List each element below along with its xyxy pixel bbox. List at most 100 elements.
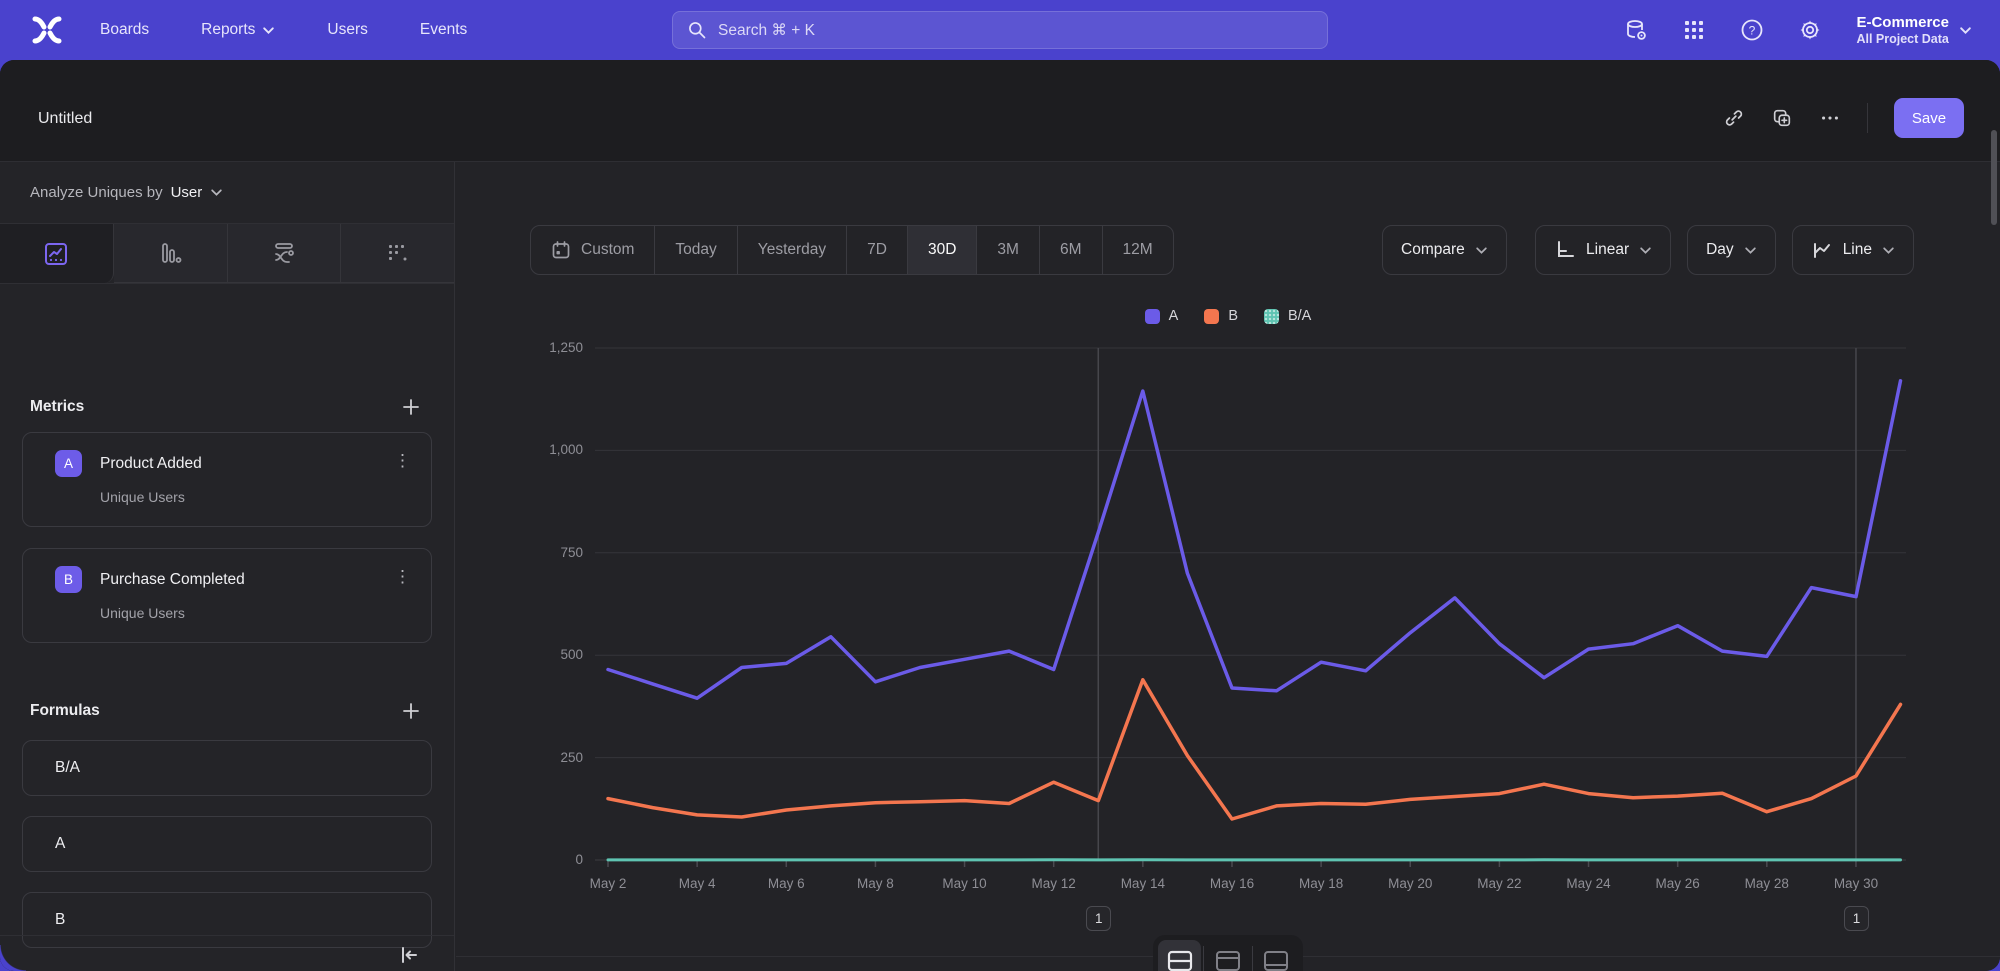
chart-type-selector[interactable]: Line [1791,225,1914,275]
y-axis-label: 750 [560,544,583,560]
add-formula-button[interactable] [402,702,420,720]
date-range-7d[interactable]: 7D [847,226,908,274]
chart-panel: Custom Today Yesterday 7D 30D 3M 6M 12M Compare… [456,162,2000,971]
date-range-3m[interactable]: 3M [977,226,1040,274]
x-axis-label: May 8 [857,876,894,891]
analyze-label: Analyze Uniques by [30,184,163,201]
report-shell: Untitled Save Analyze Uniques by User [0,60,2000,971]
view-split-button[interactable] [1158,940,1202,971]
tab-flows[interactable] [227,224,342,283]
nav-item-events[interactable]: Events [419,21,468,38]
chevron-down-icon [1744,246,1756,254]
duplicate-icon[interactable] [1771,107,1793,129]
date-range-label: Today [675,241,717,258]
project-name: E-Commerce [1856,14,1949,31]
compare-button[interactable]: Compare [1382,225,1507,275]
sidebar-footer [0,935,454,971]
bar-chart-tab-icon [162,243,182,263]
date-range-6m[interactable]: 6M [1040,226,1103,274]
report-title[interactable]: Untitled [38,110,93,127]
x-axis-label: May 4 [678,876,716,891]
legend-item-b-a[interactable]: B/A [1263,308,1311,324]
tab-insights-chart[interactable] [0,224,114,283]
annotation-badge[interactable]: 1 [1086,906,1112,931]
chevron-down-icon [1960,26,1971,34]
analyze-entity-dropdown[interactable]: User [170,184,203,201]
chart-type-label: Line [1842,241,1872,258]
nav-item-users[interactable]: Users [327,21,368,38]
chevron-down-icon [1476,246,1487,254]
search-input[interactable]: Search ⌘ + K [672,11,1328,49]
formula-card-b[interactable]: B [22,892,432,948]
interval-label: Day [1706,241,1734,258]
query-sidebar: Analyze Uniques by User [0,162,455,971]
metric-card-b[interactable]: B Purchase Completed Unique Users ⋮ [22,548,432,643]
visualization-tabs [0,224,454,284]
metric-options-icon[interactable]: ⋮ [394,451,411,470]
date-range-label: Yesterday [757,241,827,258]
date-range-12m[interactable]: 12M [1103,226,1173,274]
calendar-icon [552,241,570,259]
legend-item-a[interactable]: A [1144,308,1178,324]
chevron-down-icon [1640,246,1651,254]
axis-scale-icon [1558,241,1575,257]
x-axis-label: May 2 [589,876,627,891]
legend-label: B [1228,308,1238,324]
scale-label: Linear [1586,241,1630,258]
header-divider [1867,103,1868,133]
project-scope: All Project Data [1856,32,1949,46]
mixpanel-logo[interactable] [30,15,64,45]
scrollbar-thumb[interactable] [1991,130,1997,225]
line-chart-icon [1813,243,1830,258]
view-table-button[interactable] [1255,940,1298,971]
metric-options-icon[interactable]: ⋮ [394,567,411,586]
metric-badge: A [55,450,82,477]
date-range-today[interactable]: Today [655,226,738,274]
date-range-custom[interactable]: Custom [531,226,656,274]
date-range-30d[interactable]: 30D [907,226,978,274]
metric-name: Purchase Completed [100,570,245,588]
x-axis-label: May 14 [1120,876,1165,891]
legend-swatch [1204,308,1220,324]
apps-grid-icon[interactable] [1682,18,1706,42]
analyze-row: Analyze Uniques by User [0,162,454,224]
line-chart[interactable] [456,222,2000,922]
date-range-yesterday[interactable]: Yesterday [738,226,848,274]
series-line-a[interactable] [606,379,1903,700]
chevron-down-icon [1883,246,1894,254]
nav-item-boards[interactable]: Boards [100,21,150,38]
x-axis-label: May 6 [767,876,805,891]
date-range-label: Custom [581,241,635,258]
project-selector[interactable]: E-Commerce All Project Data [1856,14,1972,46]
formula-card-b-a[interactable]: B/A [22,740,432,796]
collapse-sidebar-button[interactable] [398,944,420,966]
save-button[interactable]: Save [1894,98,1964,138]
legend-item-b[interactable]: B [1204,308,1238,324]
tab-retention[interactable] [341,224,454,283]
data-management-icon[interactable] [1624,18,1648,42]
nav-item-reports[interactable]: Reports [201,21,275,39]
grid-dots-tab-icon [388,245,407,261]
metric-badge: B [55,566,82,593]
metric-subtitle: Unique Users [100,489,185,505]
scale-selector[interactable]: Linear [1535,225,1672,275]
view-chart-button[interactable] [1206,940,1249,971]
series-line-b[interactable] [606,678,1903,821]
formula-card-a[interactable]: A [22,816,432,872]
tab-bar-chart[interactable] [113,224,228,283]
chevron-down-icon [211,189,222,196]
help-icon[interactable]: ? [1740,18,1764,42]
date-range-label: 6M [1059,241,1082,258]
metric-card-a[interactable]: A Product Added Unique Users ⋮ [22,432,432,527]
interval-selector[interactable]: Day [1687,225,1776,275]
settings-gear-icon[interactable] [1798,18,1822,42]
line-chart-tab-icon [45,242,68,265]
annotation-badge[interactable]: 1 [1843,906,1869,931]
x-axis-label: May 28 [1744,876,1789,891]
metric-name: Product Added [100,454,202,472]
add-metric-button[interactable] [402,398,420,416]
report-header: Untitled Save [0,60,2000,162]
y-axis-label: 500 [560,647,583,663]
more-options-icon[interactable] [1819,107,1841,129]
copy-link-icon[interactable] [1723,107,1745,129]
